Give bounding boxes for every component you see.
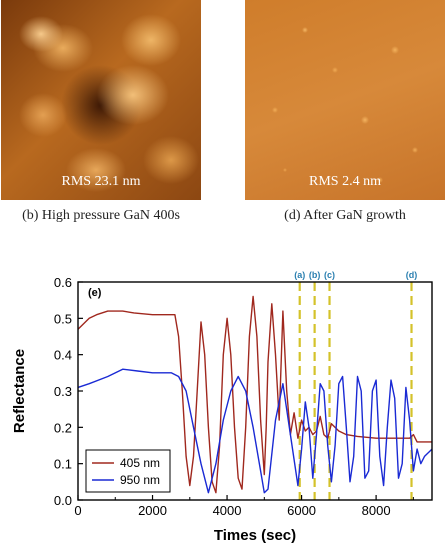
x-tick-label-1: 2000 (138, 503, 167, 518)
marker-label-2: (c) (324, 270, 335, 280)
x-tick-label-2: 4000 (213, 503, 242, 518)
y-tick-label-2: 0.2 (54, 420, 72, 435)
caption-right: (d) After GaN growth (284, 208, 406, 223)
caption-left: (b) High pressure GaN 400s (22, 208, 180, 223)
legend-label-0: 405 nm (120, 456, 160, 470)
legend: 405 nm 950 nm (85, 449, 171, 493)
y-tick-label-1: 0.1 (54, 457, 72, 472)
rms-label-left: RMS 23.1 nm (61, 174, 141, 189)
series-line-0 (77, 295, 432, 494)
rms-label-right: RMS 2.4 nm (309, 174, 381, 189)
legend-box (85, 449, 171, 493)
series-line-1 (77, 368, 433, 494)
x-axis-label: Times (sec) (214, 527, 296, 544)
y-tick-label-4: 0.4 (54, 348, 72, 363)
x-tick-label-0: 0 (74, 503, 81, 518)
x-tick-label-3: 6000 (287, 503, 316, 518)
afm-image-after-growth: RMS 2.4 nm (245, 0, 445, 200)
marker-label-3: (d) (406, 270, 418, 280)
y-tick-label-0: 0.0 (54, 493, 72, 508)
reflectance-chart: (a) (b) (c) (d) 0 2000 4000 6000 8000 0.0 0.1 0.2 0.… (11, 270, 433, 544)
marker-label-1: (b) (309, 270, 321, 280)
plot-layer: (a) (b) (c) (d) 0 2000 4000 6000 8000 0.0 0.1 0.2 0.… (54, 270, 433, 518)
y-axis-label: Reflectance (11, 349, 28, 433)
y-tick-label-6: 0.6 (54, 275, 72, 290)
panel-label: (e) (88, 287, 102, 299)
y-tick-label-3: 0.3 (54, 384, 72, 399)
x-tick-label-4: 8000 (362, 503, 391, 518)
marker-label-0: (a) (294, 270, 305, 280)
afm-image-high-pressure: RMS 23.1 nm (1, 0, 201, 200)
y-tick-label-5: 0.5 (54, 311, 72, 326)
legend-label-1: 950 nm (120, 473, 160, 487)
